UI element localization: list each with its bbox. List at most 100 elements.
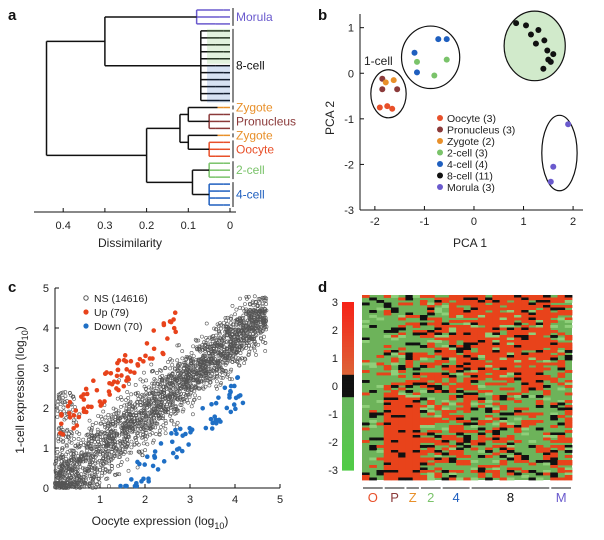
heatmap-cell	[477, 332, 486, 336]
expression-point-ns	[115, 396, 120, 401]
heatmap-cell	[564, 437, 573, 441]
heatmap-cell	[528, 387, 537, 391]
pca-x-label: PCA 1	[453, 236, 487, 250]
heatmap-cell	[412, 400, 421, 403]
heatmap-cell	[434, 340, 443, 343]
heatmap-cell	[434, 375, 443, 378]
heatmap-cell	[434, 322, 443, 326]
expression-point-up	[114, 373, 120, 379]
expression-point-ns	[197, 347, 202, 351]
expression-point-ns	[241, 313, 246, 318]
heatmap-cell	[485, 342, 493, 346]
heatmap-cell	[383, 350, 392, 353]
heatmap-cell	[521, 380, 529, 383]
expression-point-ns	[140, 453, 145, 458]
heatmap-cell	[514, 307, 522, 311]
expression-point-ns	[229, 367, 234, 372]
expression-legend-label: Up (79)	[94, 307, 129, 319]
heatmap-cell	[434, 350, 443, 353]
expression-point-ns	[135, 403, 139, 408]
heatmap-cell	[441, 327, 450, 331]
expression-point-ns	[237, 347, 242, 352]
heatmap-cell	[499, 440, 508, 443]
heatmap-cell	[362, 472, 370, 476]
expression-point-ns	[61, 405, 66, 410]
heatmap-cell	[521, 432, 529, 436]
heatmap-cell	[405, 397, 414, 401]
heatmap-cell	[463, 320, 472, 323]
expression-point-down	[237, 393, 243, 398]
heatmap-cell	[463, 362, 472, 366]
expression-point-ns	[238, 351, 243, 356]
expression-point-ns	[129, 392, 134, 397]
expression-point-ns	[200, 377, 205, 382]
heatmap-cell	[528, 412, 537, 416]
heatmap-cell	[448, 402, 457, 406]
expression-point-ns	[107, 438, 112, 443]
heatmap-cell	[550, 440, 558, 443]
heatmap-cell	[499, 337, 508, 341]
heatmap-cell	[564, 347, 573, 351]
expression-point-ns	[252, 311, 257, 316]
expression-point-ns	[116, 409, 121, 414]
expression-point-ns	[113, 407, 118, 412]
expression-point-ns	[189, 359, 194, 364]
expression-point-ns	[262, 298, 267, 303]
heatmap-cell	[441, 460, 450, 463]
heatmap-cell	[499, 425, 508, 428]
pca-point	[541, 37, 548, 44]
expression-point-ns	[167, 374, 171, 378]
expression-point-ns	[53, 468, 58, 473]
heatmap-cell	[564, 470, 573, 473]
heatmap-cell	[521, 362, 529, 366]
heatmap-cell	[412, 402, 421, 406]
heatmap-cell	[499, 335, 508, 338]
expression-point-ns	[126, 433, 131, 438]
heatmap-cell	[448, 447, 457, 451]
heatmap-cell	[456, 300, 464, 303]
expression-point-ns	[210, 361, 214, 365]
expression-point-ns	[97, 458, 102, 463]
expression-point-down	[235, 375, 240, 381]
heatmap-cell	[362, 405, 370, 408]
heatmap-cell	[514, 410, 522, 413]
heatmap-cell	[383, 457, 392, 461]
heatmap-cell	[477, 377, 486, 381]
heatmap-colorbar-segment	[342, 341, 354, 345]
dendrogram-band	[207, 65, 230, 103]
heatmap-cell	[463, 430, 472, 433]
heatmap-cell	[427, 440, 435, 443]
expression-point-ns	[69, 393, 73, 398]
heatmap-cell	[514, 407, 522, 411]
heatmap-cell	[434, 310, 443, 313]
expression-point-ns	[56, 395, 61, 399]
heatmap-cell	[477, 385, 486, 388]
expression-point-ns	[226, 358, 231, 362]
heatmap-cell	[419, 357, 428, 361]
heatmap-cell	[470, 380, 479, 383]
heatmap-cell	[405, 445, 414, 448]
expression-point-ns	[126, 395, 131, 400]
heatmap-cell	[383, 475, 392, 478]
heatmap-cell	[405, 472, 414, 476]
expression-point-ns	[254, 326, 259, 331]
heatmap-cell	[543, 310, 551, 313]
heatmap-cell	[543, 447, 551, 451]
expression-point-ns	[66, 462, 71, 467]
expression-point-ns	[114, 433, 119, 438]
pca-point	[431, 72, 438, 79]
expression-point-up	[151, 346, 157, 352]
heatmap-cell	[506, 467, 515, 471]
expression-point-ns	[71, 418, 76, 423]
heatmap-cell	[419, 302, 428, 306]
expression-point-ns	[214, 375, 219, 380]
expression-point-down	[118, 483, 123, 489]
heatmap-cell	[463, 365, 472, 368]
heatmap-cell	[499, 320, 508, 323]
expression-point-ns	[183, 363, 188, 368]
expression-point-up	[171, 317, 176, 322]
heatmap-cell	[506, 437, 515, 441]
expression-point-ns	[75, 468, 80, 473]
expression-point-ns	[143, 394, 148, 399]
expression-point-ns	[141, 426, 145, 431]
